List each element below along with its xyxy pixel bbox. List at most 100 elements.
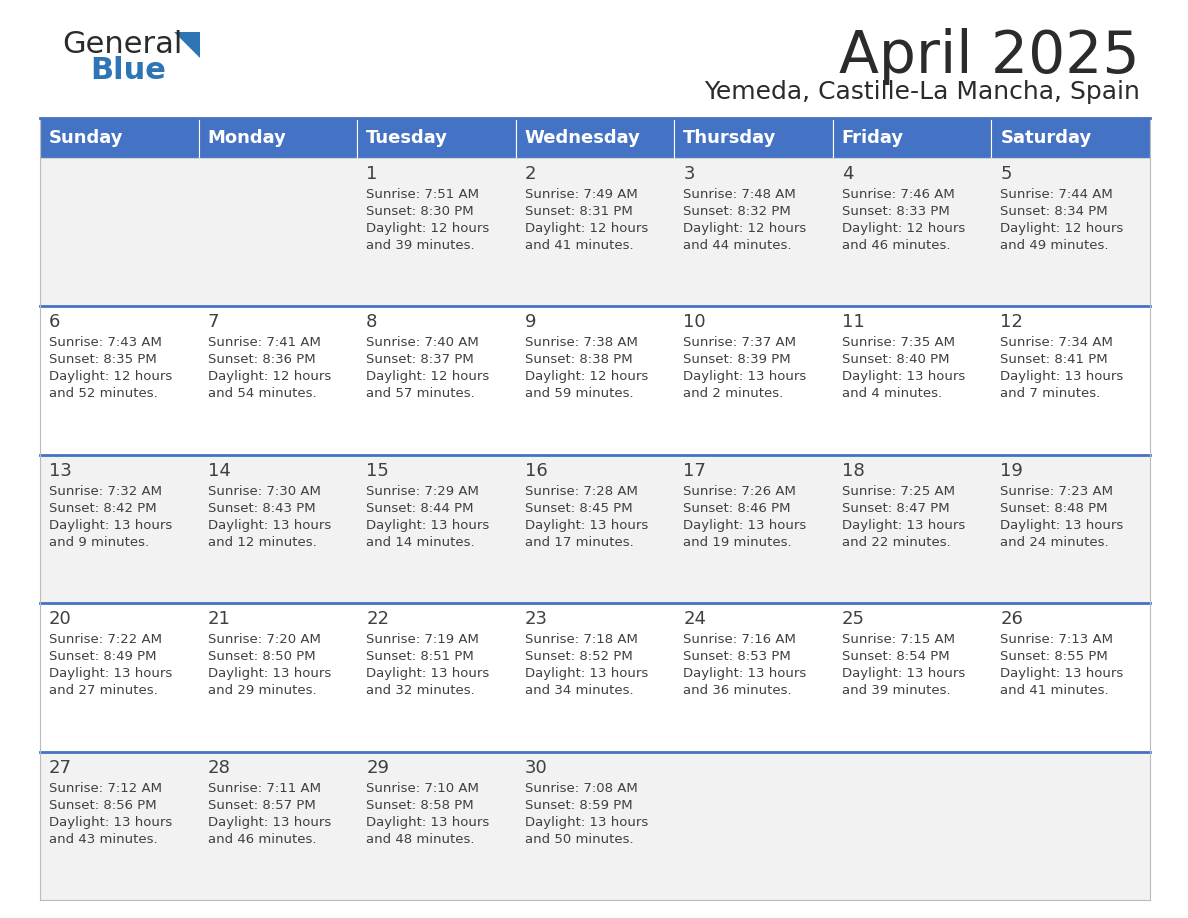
Text: Daylight: 13 hours: Daylight: 13 hours (683, 519, 807, 532)
Text: Daylight: 13 hours: Daylight: 13 hours (842, 667, 965, 680)
Text: Daylight: 12 hours: Daylight: 12 hours (525, 370, 647, 384)
Text: Sunset: 8:55 PM: Sunset: 8:55 PM (1000, 650, 1108, 663)
Text: Sunrise: 7:40 AM: Sunrise: 7:40 AM (366, 336, 479, 350)
Text: Daylight: 13 hours: Daylight: 13 hours (1000, 370, 1124, 384)
Bar (198, 454, 358, 603)
Text: 14: 14 (208, 462, 230, 480)
Bar (675, 307, 833, 454)
Text: 23: 23 (525, 610, 548, 628)
Text: and 4 minutes.: and 4 minutes. (842, 387, 942, 400)
Text: Sunrise: 7:25 AM: Sunrise: 7:25 AM (842, 485, 955, 498)
Bar (833, 752, 992, 900)
Bar (516, 158, 675, 307)
Text: and 2 minutes.: and 2 minutes. (683, 387, 784, 400)
Text: 12: 12 (1000, 313, 1023, 331)
Text: 20: 20 (49, 610, 71, 628)
Text: Sunset: 8:34 PM: Sunset: 8:34 PM (1000, 205, 1108, 218)
Text: Daylight: 13 hours: Daylight: 13 hours (842, 370, 965, 384)
Text: and 34 minutes.: and 34 minutes. (525, 684, 633, 697)
Bar (992, 454, 1150, 603)
Text: Sunrise: 7:16 AM: Sunrise: 7:16 AM (683, 633, 796, 646)
Text: and 57 minutes.: and 57 minutes. (366, 387, 475, 400)
Text: Sunrise: 7:13 AM: Sunrise: 7:13 AM (1000, 633, 1113, 646)
Text: Sunrise: 7:43 AM: Sunrise: 7:43 AM (49, 336, 162, 350)
Text: and 54 minutes.: and 54 minutes. (208, 387, 316, 400)
Text: Sunset: 8:41 PM: Sunset: 8:41 PM (1000, 353, 1108, 366)
Text: Daylight: 12 hours: Daylight: 12 hours (683, 222, 807, 235)
Text: Sunrise: 7:51 AM: Sunrise: 7:51 AM (366, 188, 479, 201)
Text: Sunset: 8:46 PM: Sunset: 8:46 PM (683, 502, 791, 515)
Text: and 49 minutes.: and 49 minutes. (1000, 239, 1108, 252)
Text: Daylight: 13 hours: Daylight: 13 hours (208, 667, 330, 680)
Text: Daylight: 13 hours: Daylight: 13 hours (208, 519, 330, 532)
Text: Sunset: 8:45 PM: Sunset: 8:45 PM (525, 502, 632, 515)
Text: Daylight: 13 hours: Daylight: 13 hours (525, 815, 647, 829)
Text: Sunrise: 7:20 AM: Sunrise: 7:20 AM (208, 633, 321, 646)
Text: Sunset: 8:38 PM: Sunset: 8:38 PM (525, 353, 632, 366)
Text: Sunrise: 7:15 AM: Sunrise: 7:15 AM (842, 633, 955, 646)
Bar (358, 603, 516, 752)
Bar (516, 752, 675, 900)
Bar (833, 603, 992, 752)
Bar (516, 307, 675, 454)
Text: 30: 30 (525, 758, 548, 777)
Text: and 44 minutes.: and 44 minutes. (683, 239, 791, 252)
Bar (992, 118, 1150, 158)
Bar (198, 158, 358, 307)
Bar (358, 158, 516, 307)
Text: and 52 minutes.: and 52 minutes. (49, 387, 158, 400)
Bar (40, 454, 198, 603)
Bar (675, 752, 833, 900)
Text: and 12 minutes.: and 12 minutes. (208, 536, 316, 549)
Bar (992, 603, 1150, 752)
Text: Daylight: 13 hours: Daylight: 13 hours (366, 667, 489, 680)
Text: and 39 minutes.: and 39 minutes. (366, 239, 475, 252)
Text: Sunset: 8:33 PM: Sunset: 8:33 PM (842, 205, 949, 218)
Text: 10: 10 (683, 313, 706, 331)
Text: Daylight: 13 hours: Daylight: 13 hours (49, 815, 172, 829)
Text: Daylight: 12 hours: Daylight: 12 hours (366, 370, 489, 384)
Text: Sunset: 8:54 PM: Sunset: 8:54 PM (842, 650, 949, 663)
Text: Sunrise: 7:08 AM: Sunrise: 7:08 AM (525, 781, 638, 795)
Text: 1: 1 (366, 165, 378, 183)
Text: 21: 21 (208, 610, 230, 628)
Bar (358, 307, 516, 454)
Text: and 46 minutes.: and 46 minutes. (842, 239, 950, 252)
Text: 5: 5 (1000, 165, 1012, 183)
Text: Thursday: Thursday (683, 129, 777, 147)
Text: Daylight: 12 hours: Daylight: 12 hours (842, 222, 965, 235)
Text: Daylight: 13 hours: Daylight: 13 hours (525, 519, 647, 532)
Text: Sunset: 8:32 PM: Sunset: 8:32 PM (683, 205, 791, 218)
Text: Sunset: 8:58 PM: Sunset: 8:58 PM (366, 799, 474, 812)
Text: and 43 minutes.: and 43 minutes. (49, 833, 158, 845)
Text: 24: 24 (683, 610, 707, 628)
Text: Sunrise: 7:44 AM: Sunrise: 7:44 AM (1000, 188, 1113, 201)
Bar (40, 158, 198, 307)
Bar (40, 118, 198, 158)
Text: Daylight: 12 hours: Daylight: 12 hours (525, 222, 647, 235)
Bar (40, 752, 198, 900)
Text: 19: 19 (1000, 462, 1023, 480)
Text: Daylight: 13 hours: Daylight: 13 hours (683, 667, 807, 680)
Text: 8: 8 (366, 313, 378, 331)
Text: and 36 minutes.: and 36 minutes. (683, 684, 792, 697)
Text: Sunrise: 7:49 AM: Sunrise: 7:49 AM (525, 188, 638, 201)
Bar (833, 307, 992, 454)
Text: and 41 minutes.: and 41 minutes. (525, 239, 633, 252)
Bar (358, 118, 516, 158)
Text: Sunset: 8:53 PM: Sunset: 8:53 PM (683, 650, 791, 663)
Text: Sunday: Sunday (49, 129, 124, 147)
Text: 22: 22 (366, 610, 390, 628)
Text: Sunrise: 7:48 AM: Sunrise: 7:48 AM (683, 188, 796, 201)
Text: 29: 29 (366, 758, 390, 777)
Text: and 29 minutes.: and 29 minutes. (208, 684, 316, 697)
Text: Saturday: Saturday (1000, 129, 1092, 147)
Text: 27: 27 (49, 758, 72, 777)
Bar (675, 603, 833, 752)
Bar (198, 752, 358, 900)
Text: Sunset: 8:51 PM: Sunset: 8:51 PM (366, 650, 474, 663)
Text: Daylight: 12 hours: Daylight: 12 hours (366, 222, 489, 235)
Text: Sunset: 8:57 PM: Sunset: 8:57 PM (208, 799, 315, 812)
Text: Sunset: 8:47 PM: Sunset: 8:47 PM (842, 502, 949, 515)
Text: and 59 minutes.: and 59 minutes. (525, 387, 633, 400)
